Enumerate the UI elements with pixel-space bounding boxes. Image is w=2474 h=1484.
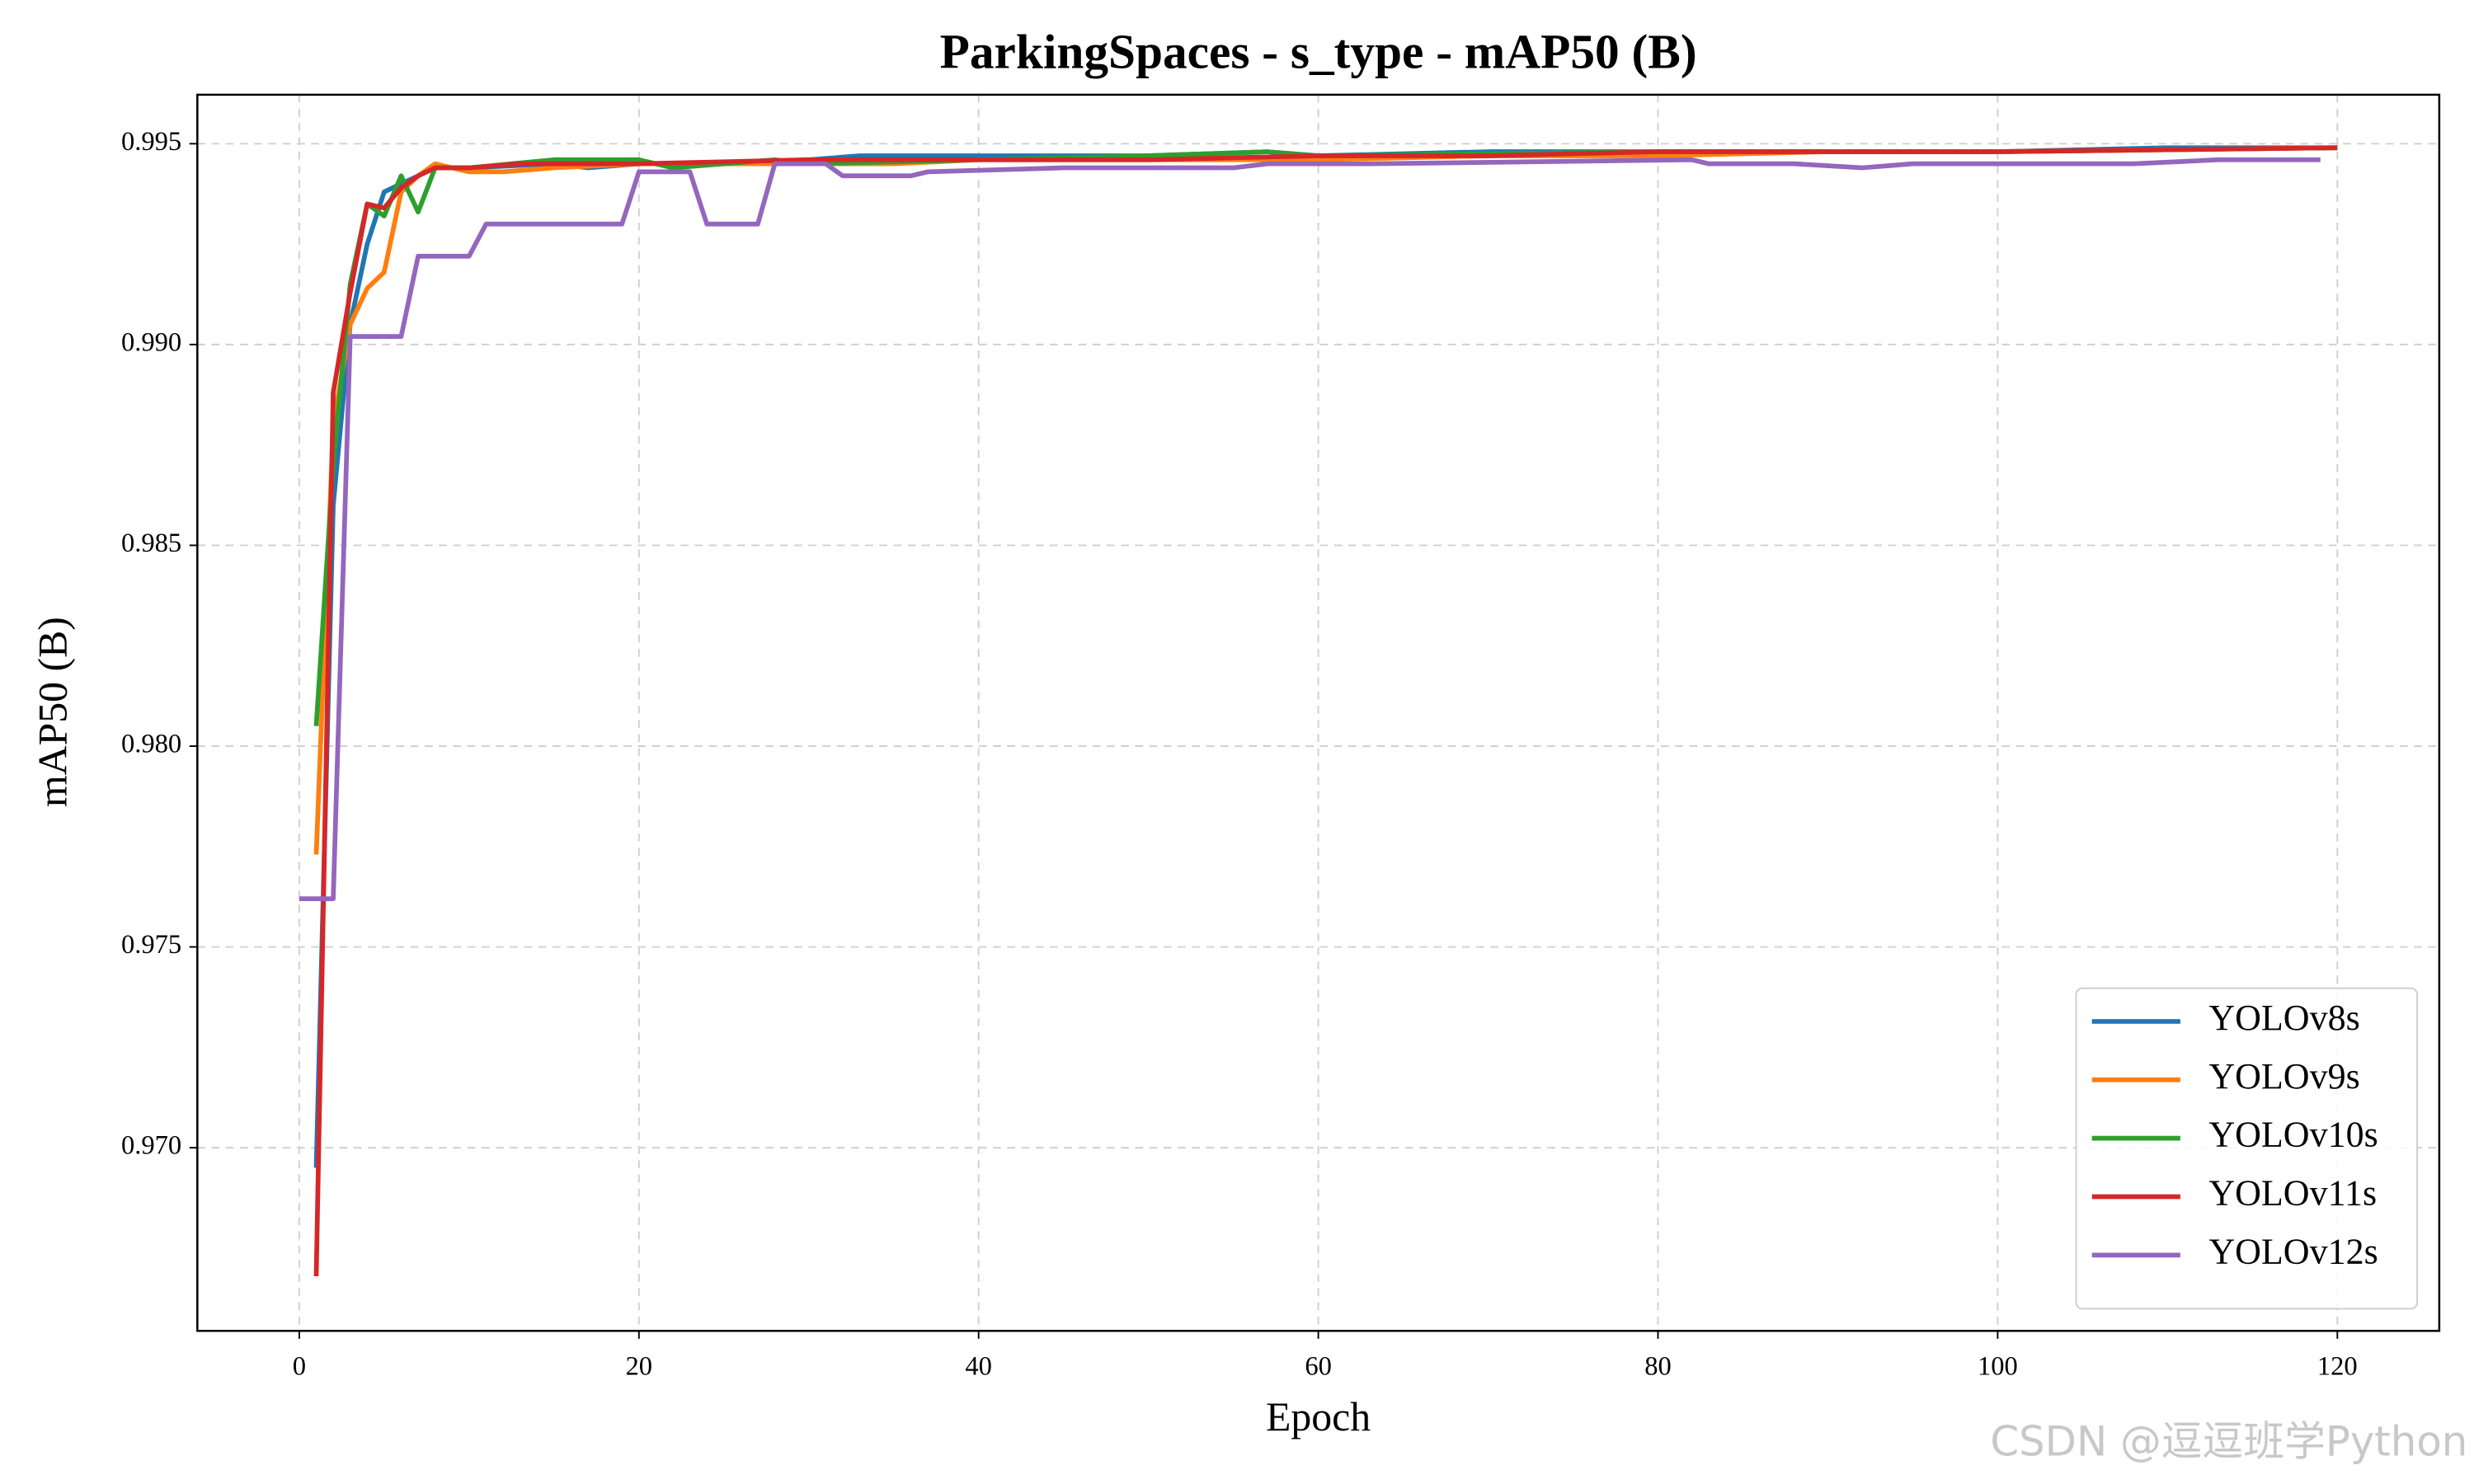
y-tick-label: 0.990 bbox=[121, 327, 181, 357]
plot-area: 0.970 0.975 0.980 0.985 0.990 0.995 0 20 40 60 80 1… bbox=[121, 93, 2441, 1382]
series-line bbox=[299, 157, 2321, 901]
x-tick-label: 120 bbox=[2317, 1352, 2358, 1382]
x-tick-label: 20 bbox=[626, 1352, 653, 1382]
x-axis-label: Epoch bbox=[1266, 1394, 1371, 1439]
y-tick-label: 0.970 bbox=[121, 1131, 181, 1161]
legend-label: YOLOv12s bbox=[2208, 1231, 2378, 1271]
legend-label: YOLOv9s bbox=[2208, 1056, 2359, 1097]
legend-label: YOLOv11s bbox=[2208, 1173, 2377, 1214]
x-tick-label: 0 bbox=[293, 1352, 306, 1382]
y-tick-label: 0.980 bbox=[121, 729, 181, 758]
x-tick-label: 60 bbox=[1305, 1352, 1332, 1382]
y-tick-label: 0.985 bbox=[121, 528, 181, 558]
legend-label: YOLOv10s bbox=[2208, 1115, 2378, 1155]
legend-box bbox=[2075, 987, 2419, 1310]
plot-frame bbox=[196, 93, 2441, 1332]
x-tick-label: 80 bbox=[1644, 1352, 1672, 1382]
chart-title: ParkingSpaces - s_type - mAP50 (B) bbox=[940, 25, 1697, 79]
y-tick-label: 0.995 bbox=[121, 127, 181, 157]
x-tick-label: 40 bbox=[965, 1352, 992, 1382]
y-axis-label: mAP50 (B) bbox=[30, 617, 75, 807]
series-line bbox=[313, 145, 2338, 1277]
legend-label: YOLOv8s bbox=[2208, 998, 2359, 1038]
watermark: CSDN @逗逗班学Python bbox=[1990, 1418, 2467, 1466]
y-tick-label: 0.975 bbox=[121, 930, 181, 960]
x-tick-label: 100 bbox=[1978, 1352, 2018, 1382]
